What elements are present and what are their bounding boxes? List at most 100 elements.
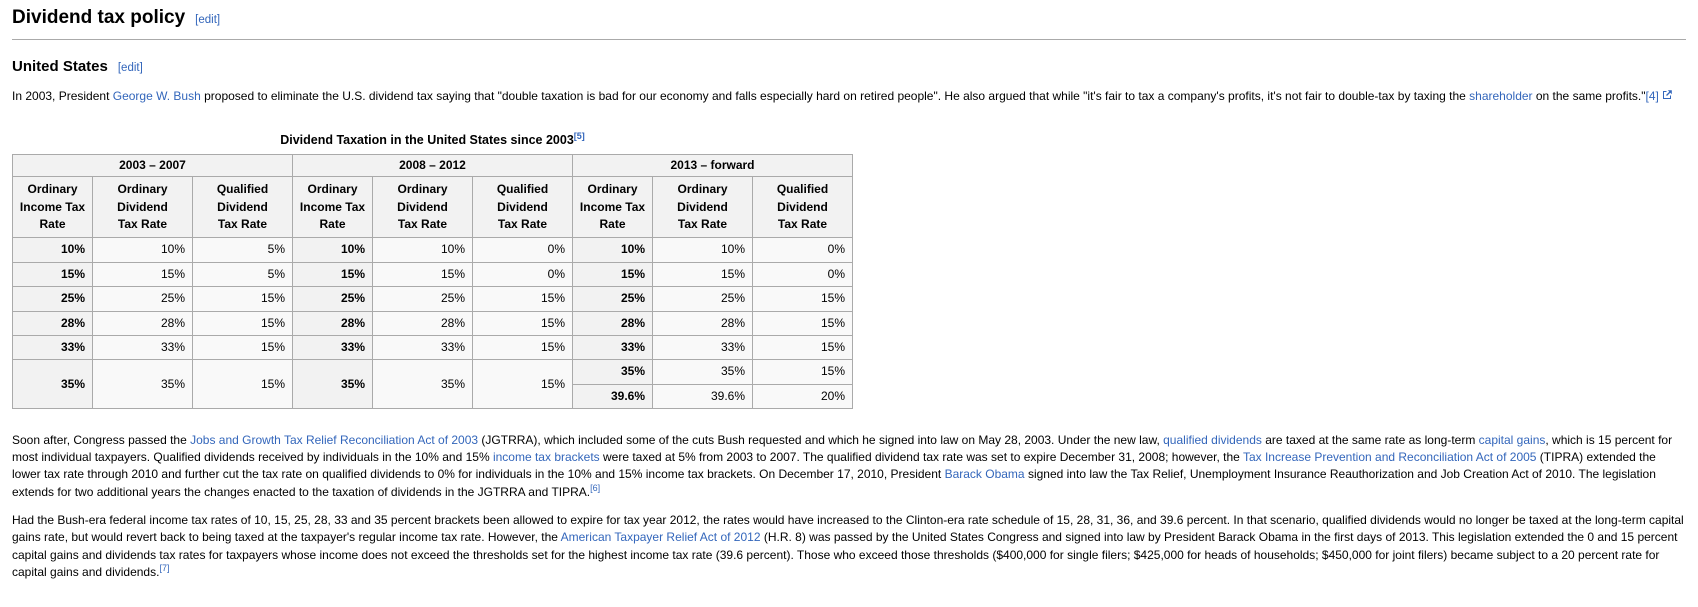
value-cell: 15% [92, 261, 193, 288]
wiki-link[interactable]: American Taxpayer Relief Act of 2012 [560, 530, 761, 545]
reference-marker: [5] [574, 131, 585, 141]
row-header-cell: 25% [12, 286, 93, 312]
table-col-header: Qualified Dividend Tax Rate [472, 176, 573, 239]
value-cell: 39.6% [652, 383, 753, 410]
value-cell: 5% [192, 237, 293, 263]
table-row: 33% 33% 15% 33% 33% 15% 33% 33% 15% [12, 334, 853, 361]
value-cell: 15% [472, 310, 573, 336]
value-cell: 15% [652, 261, 753, 288]
value-cell: 15% [192, 310, 293, 336]
paragraph-bush-proposal: In 2003, President George W. Bush propos… [12, 88, 1686, 105]
row-header-cell: 33% [12, 334, 93, 361]
table-row: 25% 25% 15% 25% 25% 15% 25% 25% 15% [12, 286, 853, 312]
table-col-header: Ordinary Income Tax Rate [12, 176, 93, 239]
value-cell: 5% [192, 261, 293, 288]
paragraph-atra-2012: Had the Bush-era federal income tax rate… [12, 513, 1684, 580]
value-cell: 33% [372, 334, 473, 361]
table-row: 39.6% 39.6% 20% [13, 383, 853, 410]
value-cell: 28% [92, 310, 193, 336]
value-cell: 35% [92, 359, 193, 410]
wiki-link[interactable]: Tax Increase Prevention and Reconciliati… [1242, 449, 1537, 464]
paragraph-jgtrra-tipra: Soon after, Congress passed the Jobs and… [12, 432, 1673, 499]
value-cell: 15% [472, 359, 573, 410]
value-cell: 10% [92, 237, 193, 263]
table-col-header: Qualified Dividend Tax Rate [192, 176, 293, 239]
row-header-cell: 10% [572, 237, 653, 263]
table-col-header: Ordinary Income Tax Rate [572, 176, 653, 239]
table-row: 35% 35% 15% 35% 35% 15% 35% 35% 15% [12, 359, 853, 410]
external-link-glyph [1662, 90, 1672, 100]
value-cell: 10% [372, 237, 473, 263]
value-cell: 0% [752, 237, 853, 263]
wiki-link[interactable]: capital gains [1478, 432, 1546, 447]
table-row: 15% 15% 5% 15% 15% 0% 15% 15% 0% [12, 261, 853, 288]
wiki-link[interactable]: qualified dividends [1163, 432, 1262, 447]
table-col-group-header: 2008 – 2012 [292, 153, 573, 178]
table-col-header: Ordinary Income Tax Rate [292, 176, 373, 239]
row-header-cell: 15% [572, 261, 653, 288]
value-cell: 0% [472, 237, 573, 263]
value-cell: 0% [752, 261, 853, 288]
row-header-cell: 33% [292, 334, 373, 361]
row-header-cell: 33% [572, 334, 653, 361]
value-cell: 0% [472, 261, 573, 288]
value-cell: 15% [192, 334, 293, 361]
reference-link[interactable]: [6] [590, 482, 601, 493]
value-cell: 33% [92, 334, 193, 361]
external-link-icon[interactable] [1662, 88, 1672, 105]
value-cell: 35% [652, 359, 753, 385]
row-header-cell: 10% [12, 237, 93, 263]
value-cell: 15% [472, 334, 573, 361]
value-cell: 15% [752, 286, 853, 312]
table-col-group-header: 2003 – 2007 [12, 153, 293, 178]
row-header-cell: 25% [572, 286, 653, 312]
row-header-cell: 35% [572, 359, 653, 385]
wiki-link[interactable]: George W. Bush [112, 89, 201, 104]
reference-link[interactable]: [5] [573, 130, 585, 141]
page-title-edit-link[interactable]: [edit] [195, 14, 221, 26]
wiki-link[interactable]: Jobs and Growth Tax Relief Reconciliatio… [190, 432, 479, 447]
value-cell: 10% [652, 237, 753, 263]
value-cell: 15% [372, 261, 473, 288]
table-row: 28% 28% 15% 28% 28% 15% 28% 28% 15% [12, 310, 853, 336]
table-col-header: Qualified Dividend Tax Rate [752, 176, 853, 239]
wiki-link[interactable]: shareholder [1469, 89, 1533, 104]
row-header-cell: 15% [12, 261, 93, 288]
table-group-header-row: 2003 – 2007 2008 – 2012 2013 – forward [12, 153, 853, 178]
value-cell: 25% [92, 286, 193, 312]
value-cell: 15% [472, 286, 573, 312]
table-caption: Dividend Taxation in the United States s… [280, 130, 585, 147]
value-cell: 28% [652, 310, 753, 336]
row-header-cell: 35% [292, 359, 373, 410]
value-cell: 15% [752, 334, 853, 361]
table-col-group-header: 2013 – forward [572, 153, 853, 178]
value-cell: 15% [752, 359, 853, 385]
row-header-cell: 28% [292, 310, 373, 336]
wiki-link[interactable]: Barack Obama [944, 467, 1025, 482]
value-cell: 33% [652, 334, 753, 361]
section-heading-united-states: United States [edit] [12, 56, 1686, 78]
row-header-cell: 15% [292, 261, 373, 288]
wiki-link[interactable]: [4] [1645, 89, 1659, 104]
dividend-tax-table-wrapper: Dividend Taxation in the United States s… [12, 130, 853, 410]
dividend-taxation-table: Dividend Taxation in the United States s… [12, 130, 853, 410]
section-edit-link[interactable]: [edit] [117, 61, 143, 74]
value-cell: 15% [752, 310, 853, 336]
value-cell: 25% [372, 286, 473, 312]
table-col-header: Ordinary Dividend Tax Rate [372, 176, 473, 239]
table-subheader-row: Ordinary Income Tax Rate Ordinary Dividen… [12, 176, 853, 239]
table-row: 10% 10% 5% 10% 10% 0% 10% 10% 0% [12, 237, 853, 263]
wiki-link[interactable]: income tax brackets [492, 449, 600, 464]
row-header-cell: 35% [12, 359, 93, 410]
reference-link[interactable]: [7] [159, 563, 170, 574]
value-cell: 25% [652, 286, 753, 312]
reference-marker: [6] [590, 483, 600, 493]
value-cell: 35% [372, 359, 473, 410]
row-header-cell: 28% [572, 310, 653, 336]
value-cell: 15% [192, 286, 293, 312]
section-title-text: United States [12, 57, 108, 75]
value-cell: 20% [752, 383, 853, 410]
page-title-text: Dividend tax policy [12, 7, 186, 28]
table-col-header: Ordinary Dividend Tax Rate [652, 176, 753, 239]
